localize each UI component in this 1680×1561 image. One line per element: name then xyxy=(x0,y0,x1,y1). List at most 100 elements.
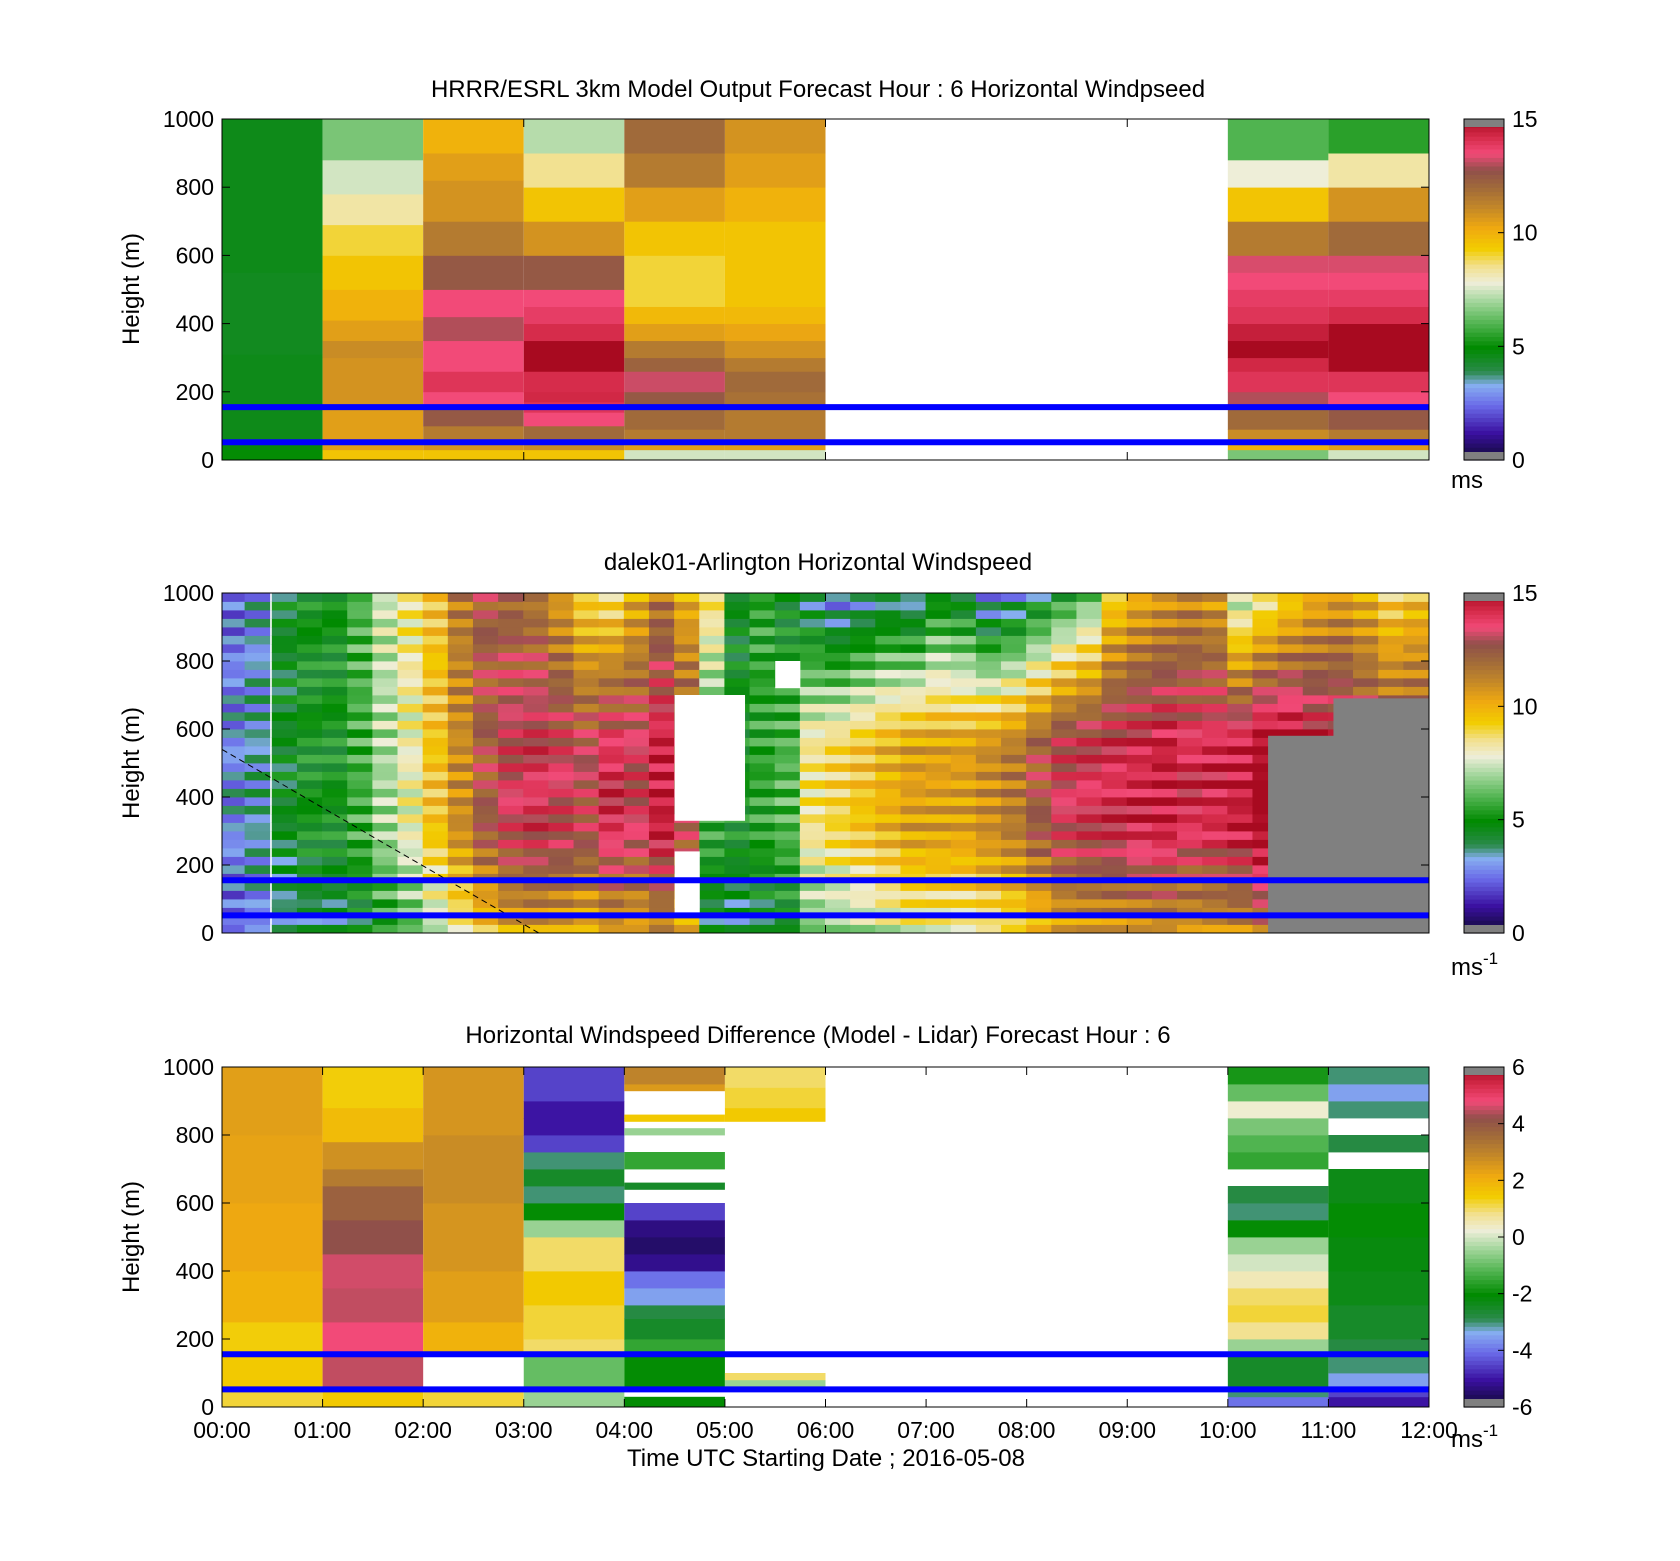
heatmap-cell xyxy=(598,899,625,908)
heatmap-cell xyxy=(850,661,876,670)
heatmap-cell xyxy=(1277,669,1304,679)
heatmap-cell xyxy=(347,618,373,628)
heatmap-cell xyxy=(472,780,499,789)
heatmap-cell xyxy=(1026,771,1052,781)
heatmap-cell xyxy=(1177,814,1203,823)
heatmap-cell xyxy=(472,899,499,908)
heatmap-cell xyxy=(1151,635,1178,645)
colorbar-swatch xyxy=(1464,1254,1504,1259)
heatmap-cell xyxy=(724,1373,826,1381)
heatmap-cell xyxy=(623,780,650,789)
colorbar-swatch xyxy=(1464,361,1504,367)
heatmap-cell xyxy=(824,661,851,670)
heatmap-cell xyxy=(244,899,271,908)
heatmap-cell xyxy=(296,831,323,840)
heatmap-cell xyxy=(573,754,600,764)
heatmap-cell xyxy=(925,907,952,917)
heatmap-cell xyxy=(824,720,851,730)
heatmap-cell xyxy=(1151,805,1178,815)
heatmap-cell xyxy=(1126,882,1153,891)
heatmap-cell xyxy=(1353,686,1379,696)
heatmap-cell xyxy=(724,865,750,874)
heatmap-cell xyxy=(296,652,323,662)
heatmap-cell xyxy=(423,340,524,372)
heatmap-cell xyxy=(850,635,876,645)
colorbar-swatch xyxy=(1464,332,1504,337)
heatmap-cell xyxy=(397,848,424,857)
heatmap-cell xyxy=(1177,899,1203,908)
colorbar-swatch xyxy=(1464,1351,1504,1357)
heatmap-cell xyxy=(1328,1169,1429,1204)
heatmap-cell xyxy=(1101,924,1128,934)
heatmap-cell xyxy=(875,763,901,772)
heatmap-cell xyxy=(1026,737,1052,747)
x-tick-label: 05:00 xyxy=(696,1417,754,1443)
heatmap-cell xyxy=(472,890,499,900)
heatmap-cell xyxy=(397,763,424,772)
colorbar-swatch xyxy=(1464,434,1504,440)
heatmap-cell xyxy=(1353,601,1379,611)
heatmap-cell xyxy=(322,839,348,849)
heatmap-cell xyxy=(573,746,600,755)
y-tick-label: 600 xyxy=(176,716,214,742)
heatmap-cell xyxy=(1101,652,1128,662)
colorbar-over xyxy=(1464,1067,1504,1075)
heatmap-cell xyxy=(447,907,474,917)
heatmap-cell xyxy=(1101,907,1128,917)
heatmap-cell xyxy=(900,720,926,730)
heatmap-cell xyxy=(422,686,449,696)
heatmap-cell xyxy=(724,678,750,687)
heatmap-cell xyxy=(271,652,298,662)
heatmap-cell xyxy=(623,618,650,628)
heatmap-cell xyxy=(1001,907,1027,917)
heatmap-cell xyxy=(875,627,901,636)
heatmap-cell xyxy=(397,814,424,823)
heatmap-cell xyxy=(523,924,549,934)
heatmap-cell xyxy=(900,729,926,738)
y-tick-label: 200 xyxy=(176,379,214,405)
heatmap-cell xyxy=(1202,890,1228,900)
heatmap-cell xyxy=(925,831,952,840)
heatmap-cell xyxy=(774,822,801,832)
heatmap-cell xyxy=(724,371,826,393)
colorbar-swatch xyxy=(1464,1313,1504,1319)
panel-difference-ylabel: Height (m) xyxy=(118,1181,145,1293)
heatmap-cell xyxy=(447,831,474,840)
colorbar-swatch xyxy=(1464,1347,1504,1353)
heatmap-cell xyxy=(422,899,449,908)
heatmap-cell xyxy=(850,627,876,636)
heatmap-cell xyxy=(1051,695,1077,704)
heatmap-cell xyxy=(222,1390,323,1408)
heatmap-cell xyxy=(573,661,600,670)
heatmap-cell xyxy=(221,712,248,721)
heatmap-cell xyxy=(447,669,474,679)
heatmap-cell xyxy=(573,924,600,934)
heatmap-cell xyxy=(322,865,348,874)
heatmap-cell xyxy=(824,703,851,713)
heatmap-cell xyxy=(1277,703,1304,713)
heatmap-cell xyxy=(1227,1203,1329,1221)
heatmap-cell xyxy=(1126,805,1153,815)
colorbar-swatch xyxy=(1464,754,1504,760)
colorbar-tick-label: -2 xyxy=(1512,1281,1532,1307)
heatmap-cell xyxy=(749,661,776,670)
heatmap-cell xyxy=(900,890,926,900)
heatmap-cell xyxy=(648,839,675,849)
heatmap-cell xyxy=(1227,593,1253,602)
heatmap-cell xyxy=(1302,618,1329,628)
heatmap-cell xyxy=(372,780,398,789)
colorbar-swatch xyxy=(1464,737,1504,743)
heatmap-cell xyxy=(322,856,348,866)
y-tick-label: 400 xyxy=(176,311,214,337)
heatmap-cell xyxy=(950,890,977,900)
heatmap-cell xyxy=(422,771,449,781)
heatmap-cell xyxy=(1076,890,1103,900)
heatmap-cell xyxy=(1252,618,1279,628)
heatmap-cell xyxy=(749,610,776,619)
heatmap-cell xyxy=(749,771,776,781)
heatmap-cell xyxy=(824,771,851,781)
colorbar-swatch xyxy=(1464,272,1504,278)
heatmap-cell xyxy=(598,686,625,696)
heatmap-cell xyxy=(1126,746,1153,755)
heatmap-cell xyxy=(774,695,801,704)
